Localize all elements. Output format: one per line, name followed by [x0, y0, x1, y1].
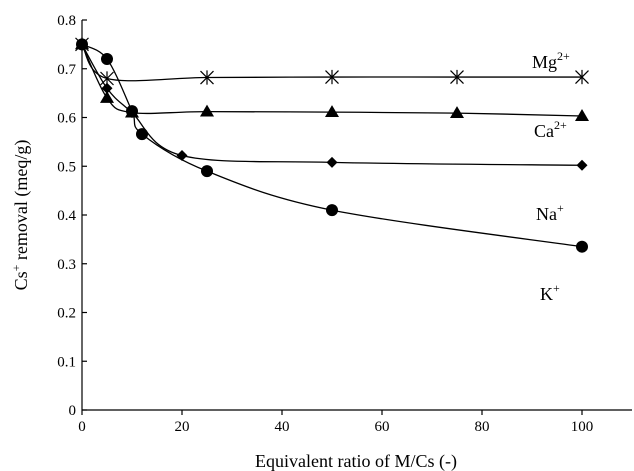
series-na-label: Na+	[536, 201, 564, 224]
series-k	[76, 38, 588, 253]
series-ca-label: Ca2+	[534, 118, 567, 141]
x-tick-label: 100	[571, 419, 594, 435]
series-k-marker	[326, 204, 338, 217]
y-axis-title-sup: +	[9, 264, 23, 271]
series-na-marker	[101, 82, 113, 94]
y-tick-label: 0.7	[57, 62, 76, 78]
series-ca-marker	[575, 109, 589, 121]
x-tick-label: 80	[475, 419, 490, 435]
series-na-marker	[576, 159, 588, 171]
y-tick-label: 0.4	[57, 208, 76, 224]
series-k-marker	[201, 165, 213, 178]
series-na-line	[81, 44, 583, 166]
series-k-marker	[126, 105, 138, 118]
series-mg	[75, 37, 589, 86]
y-tick-label: 0.1	[57, 354, 76, 370]
series-k-marker	[101, 53, 113, 65]
y-tick-label: 0.5	[57, 159, 76, 175]
y-axis-title: Cs+ removal (meq/g)	[9, 140, 32, 291]
series-ca-marker	[325, 105, 339, 118]
labels-layer: Mg2+ Ca2+ Na+ K+	[532, 49, 570, 304]
series-mg-marker	[575, 69, 589, 85]
series-mg-marker	[450, 69, 464, 85]
series-na-marker	[326, 156, 338, 168]
y-axis-title-rest: removal (meq/g)	[11, 140, 32, 265]
x-tick-label: 0	[78, 419, 86, 435]
y-axis-title-base: Cs	[11, 271, 31, 290]
series-k-line	[81, 43, 583, 248]
x-tick-label: 60	[375, 419, 390, 435]
y-tick-label: 0	[69, 403, 77, 419]
x-tick-label: 20	[175, 419, 190, 435]
series-mg-marker	[200, 70, 214, 85]
series-k-marker	[136, 128, 148, 141]
series-ca-marker	[450, 106, 464, 119]
series-mg-marker	[325, 69, 339, 85]
series-layer	[75, 37, 589, 253]
series-k-marker	[576, 240, 588, 253]
y-tick-label: 0.2	[57, 306, 76, 322]
y-tick-label: 0.8	[57, 13, 76, 29]
series-na	[76, 38, 588, 171]
series-ca-marker	[200, 104, 214, 117]
series-ca-marker	[100, 91, 114, 103]
x-axis-title: Equivalent ratio of M/Cs (-)	[255, 451, 457, 471]
x-tick-label: 40	[275, 419, 290, 435]
series-k-label: K+	[540, 281, 560, 304]
y-tick-label: 0.3	[57, 257, 76, 273]
series-k-marker	[76, 38, 88, 51]
series-mg-label: Mg2+	[532, 49, 570, 72]
y-tick-label: 0.6	[57, 111, 76, 127]
axes: 0 0.1 0.2 0.3 0.4 0.5 0.6 0.7 0.8 0 20 40 60 80 100	[57, 13, 632, 435]
